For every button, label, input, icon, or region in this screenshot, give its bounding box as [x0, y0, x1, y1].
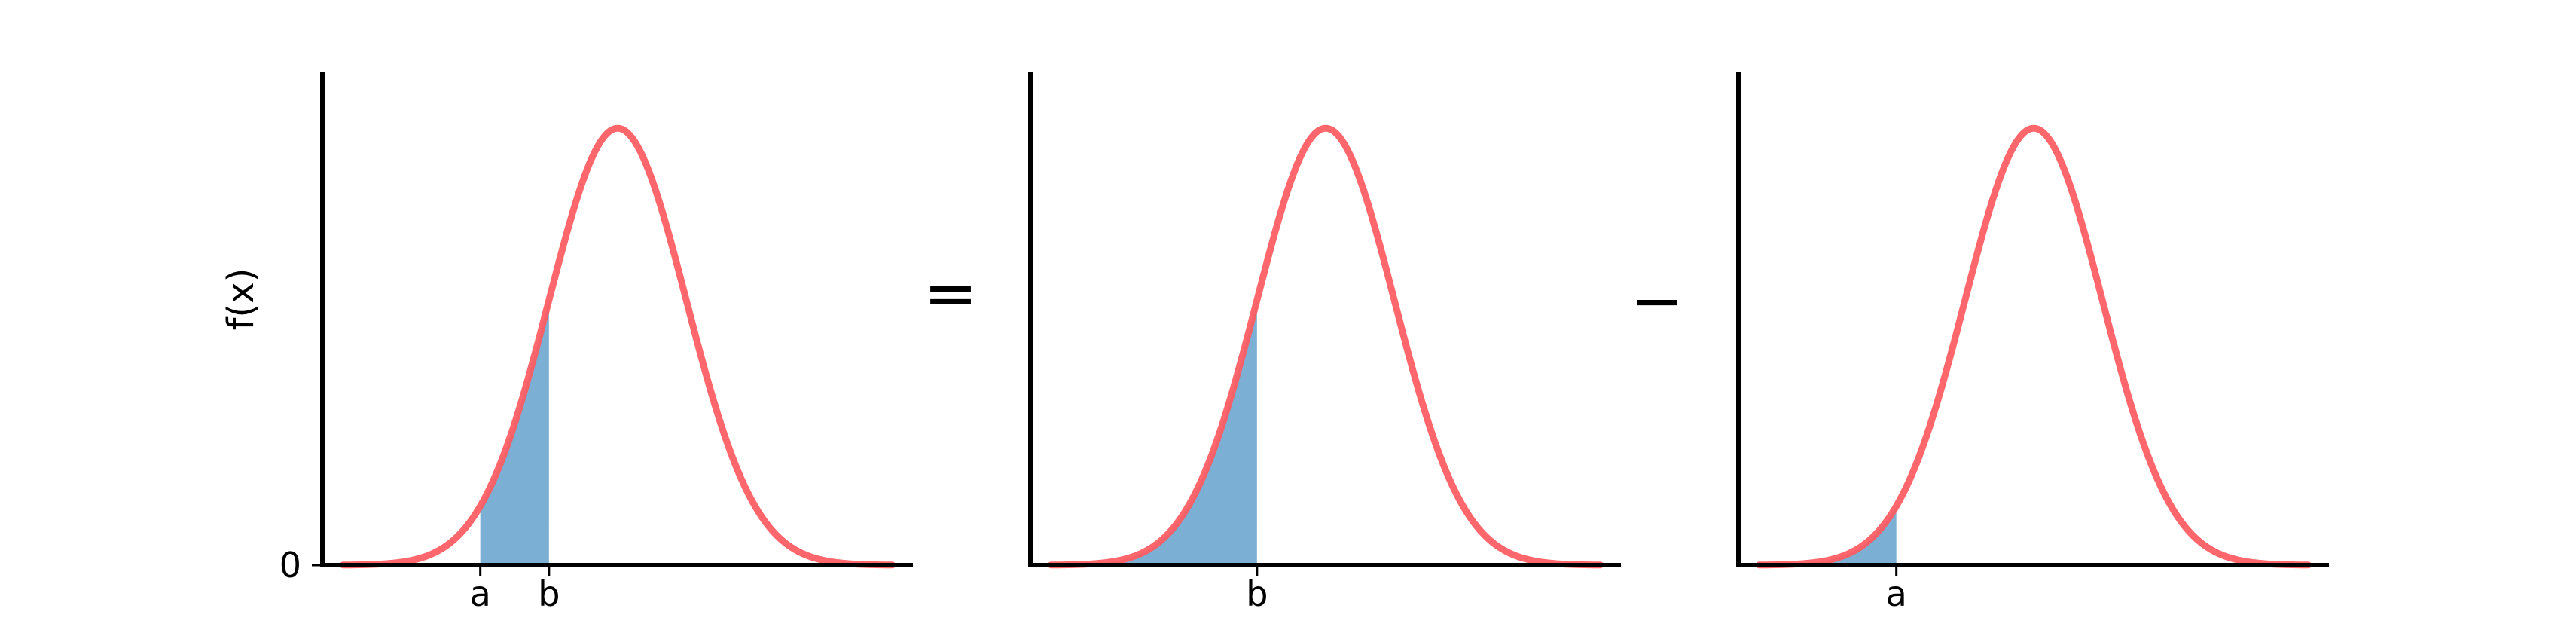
panel-middle-cdf-b: b [1028, 72, 1621, 614]
density-curve [1047, 124, 1604, 569]
x-tick-label: a [1886, 573, 1907, 614]
shaded-area [1051, 300, 1257, 565]
y-tick-label: 0 [279, 545, 301, 586]
x-tick-label: b [1246, 573, 1268, 614]
density-curve [339, 124, 896, 569]
panel-left-interval-a-b: a b 0 f(x) [220, 72, 913, 614]
x-tick-label: b [538, 573, 560, 614]
equals-operator: = [923, 255, 978, 331]
panel-right-cdf-a: a [1736, 72, 2329, 614]
density-curve [1755, 124, 2312, 569]
minus-operator: − [1630, 263, 1684, 338]
x-tick-label: a [470, 573, 491, 614]
y-axis-label: f(x) [220, 268, 262, 331]
shaded-area [1759, 506, 1897, 565]
